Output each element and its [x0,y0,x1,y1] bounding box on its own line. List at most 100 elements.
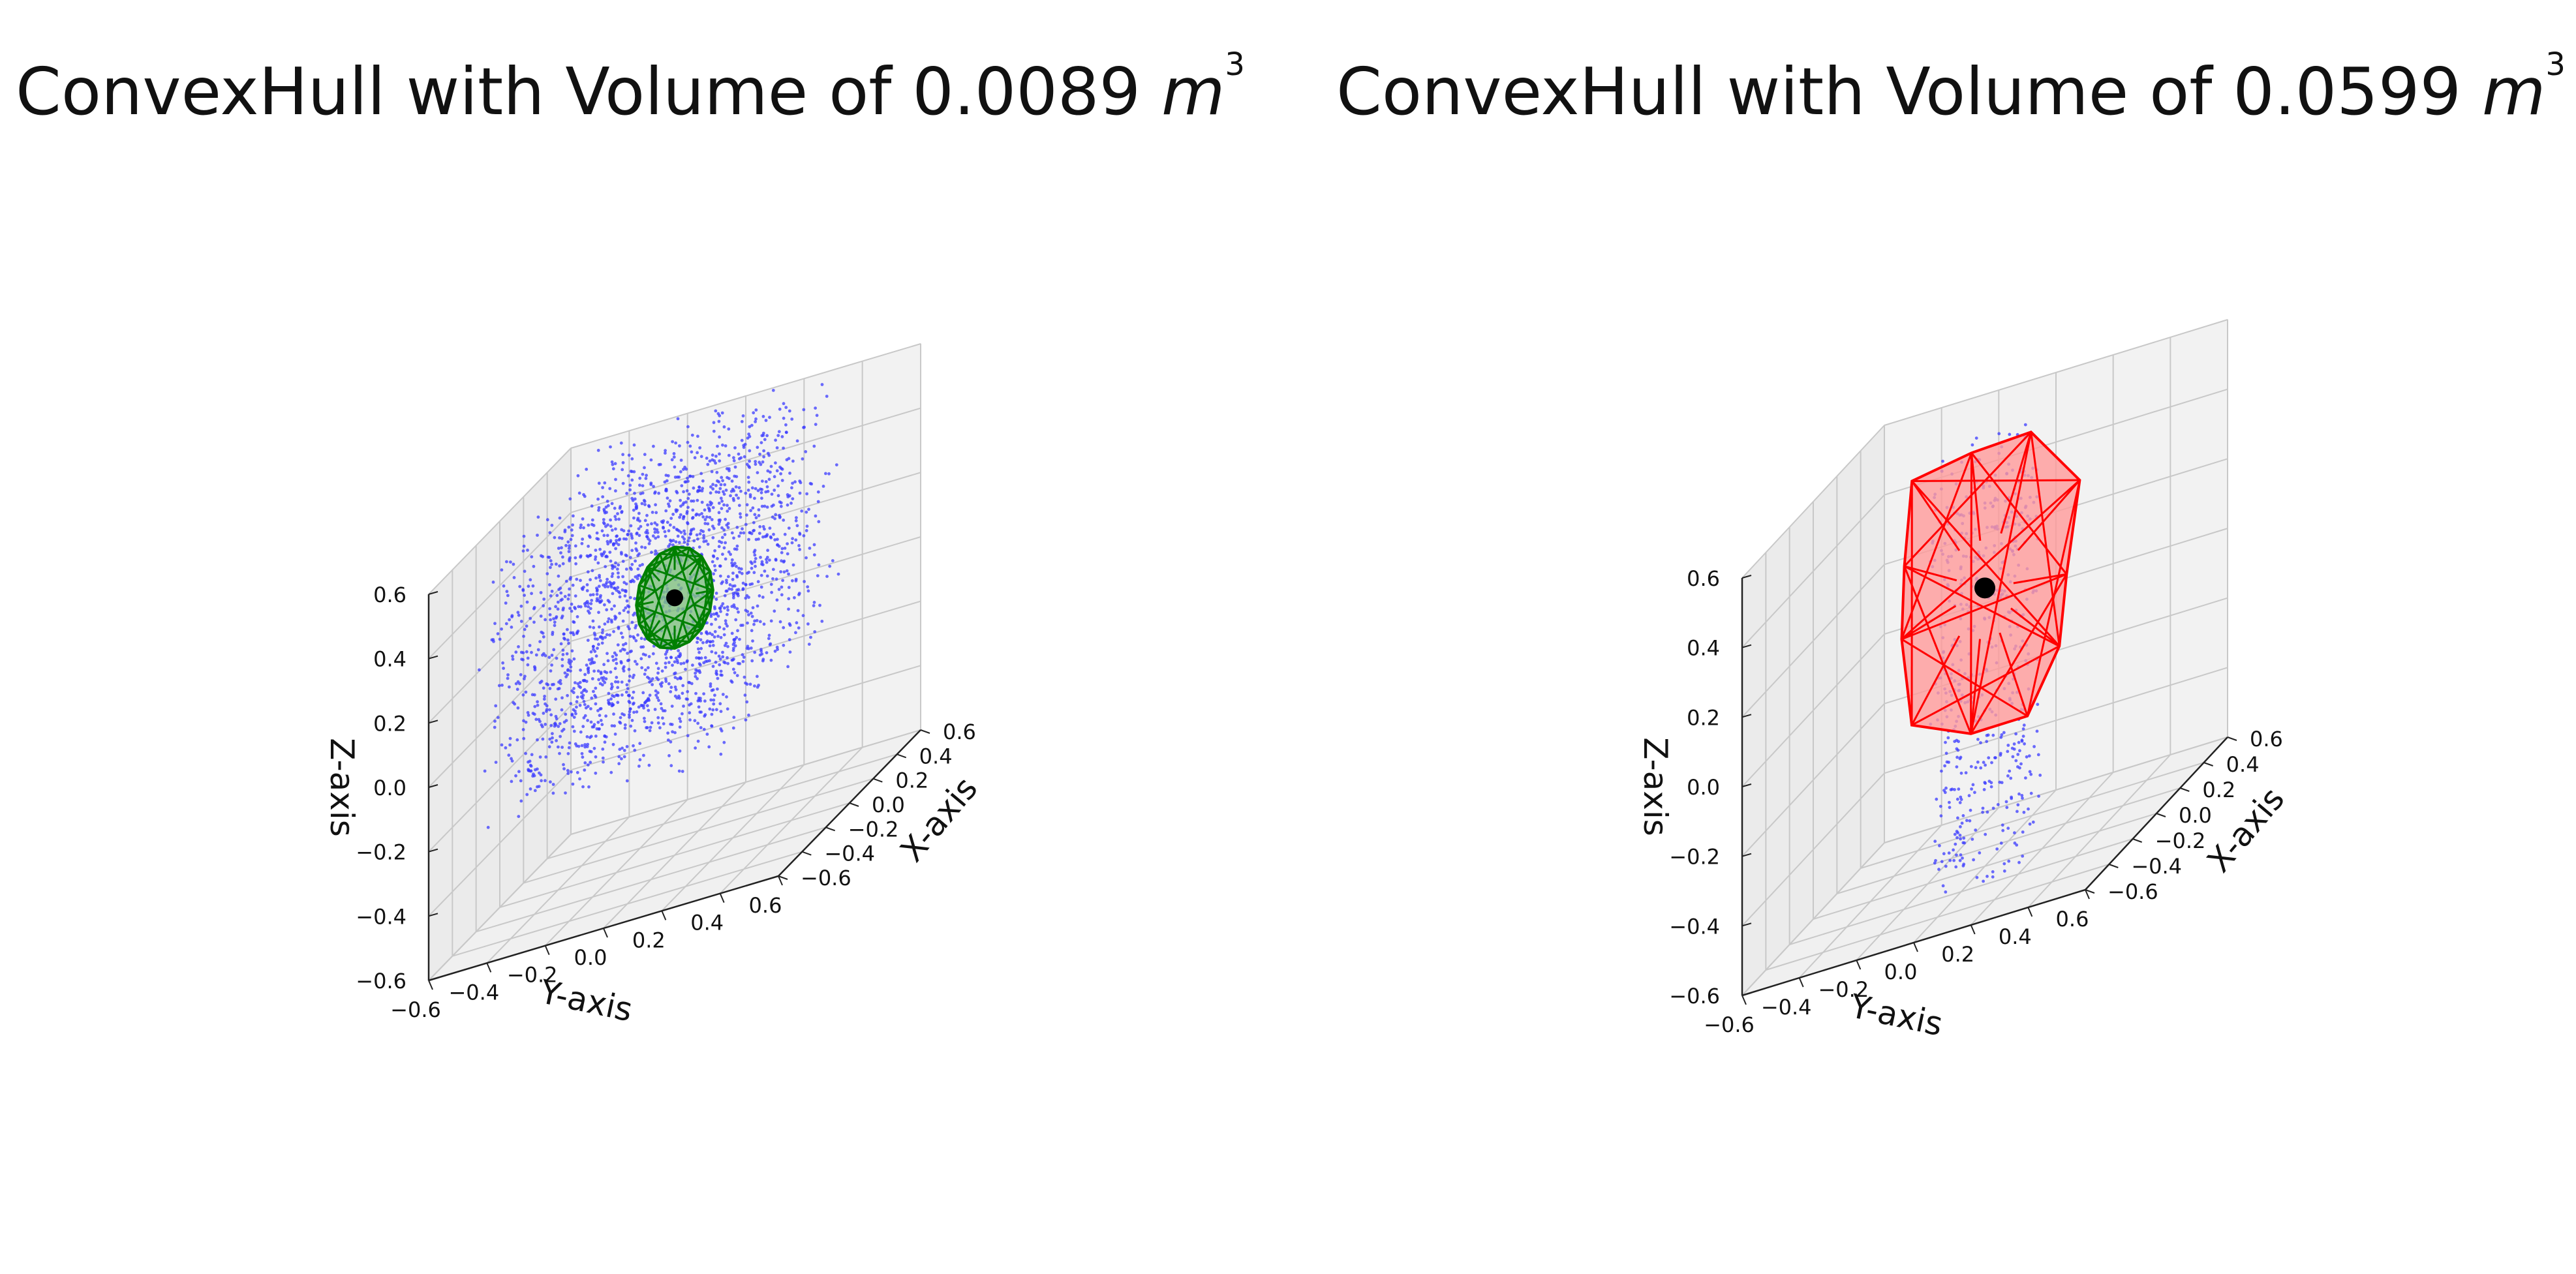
data-point [2013,842,2017,845]
data-point [751,506,755,510]
data-point [718,487,722,491]
data-point [632,516,636,520]
data-point [635,710,639,714]
data-point [701,487,705,491]
data-point [521,728,525,731]
data-point [559,591,563,595]
data-point [570,602,574,606]
data-point [740,571,744,575]
data-point [614,680,617,684]
data-point [710,712,714,716]
data-point [2027,807,2030,811]
data-point [730,680,734,684]
data-point [718,539,721,543]
data-point [1987,756,1991,760]
data-point [514,682,518,686]
data-point [1976,760,1980,764]
z-tick-mark [428,784,438,788]
data-point [603,740,607,744]
data-point [621,619,625,623]
data-point [561,562,565,566]
hull-edge [688,614,703,629]
data-point [743,455,746,459]
data-point [767,637,771,641]
center-point [666,589,683,607]
data-point [587,671,590,675]
data-point [519,779,523,783]
data-point [574,709,577,713]
data-point [639,704,643,707]
data-point [589,720,593,724]
data-point [741,653,744,657]
data-point [651,652,655,656]
data-point [510,759,514,763]
data-point [706,522,710,526]
data-point [756,604,759,608]
data-point [746,436,750,440]
data-point [642,753,645,757]
data-point [571,782,575,786]
data-point [589,650,593,654]
data-point [549,559,553,563]
x-tick-label: −0.2 [2155,828,2206,853]
data-point [533,705,537,708]
data-point [519,799,523,803]
data-point [587,523,590,527]
data-point [779,472,782,476]
data-point [638,758,642,762]
data-point [583,673,587,676]
data-point [690,517,694,520]
x-tick-mark [897,753,907,759]
data-point [720,499,724,503]
data-point [1976,738,1980,741]
data-point [529,787,532,791]
data-point [636,633,639,637]
data-point [677,649,680,652]
data-point [560,546,563,550]
data-point [516,680,520,684]
data-point [720,536,724,539]
gridline [570,407,921,513]
data-point [616,512,619,515]
data-point [572,716,576,719]
x-tick-mark [825,827,836,832]
data-point [711,665,715,668]
data-point [689,702,693,706]
data-point [686,697,689,701]
data-point [712,613,716,616]
x-tick-mark [801,851,812,856]
data-point [726,645,729,648]
data-point [584,604,587,608]
data-point [709,698,713,702]
data-point [791,537,794,541]
data-point [679,662,683,665]
data-point [791,459,795,463]
data-point [525,600,529,604]
data-point [607,691,611,695]
data-point [592,723,596,727]
data-point [551,633,555,636]
data-point [718,702,722,706]
data-point [646,675,649,679]
data-point [767,558,771,562]
data-point [726,476,729,479]
data-point [737,496,740,500]
data-point [753,560,757,564]
gridline [719,746,863,894]
data-point [699,646,703,650]
data-point [714,669,718,673]
data-point [658,463,662,466]
data-point [701,530,705,534]
data-point [759,556,762,559]
data-point [745,513,748,517]
data-point [521,588,525,592]
data-point [612,629,615,633]
data-point [694,675,698,678]
data-point [1974,828,1978,832]
data-point [682,705,685,708]
data-point [814,406,817,410]
gridline [1741,425,1885,579]
data-point [713,564,716,568]
x-tick-label: 0.2 [2202,778,2235,802]
data-point [625,683,629,687]
